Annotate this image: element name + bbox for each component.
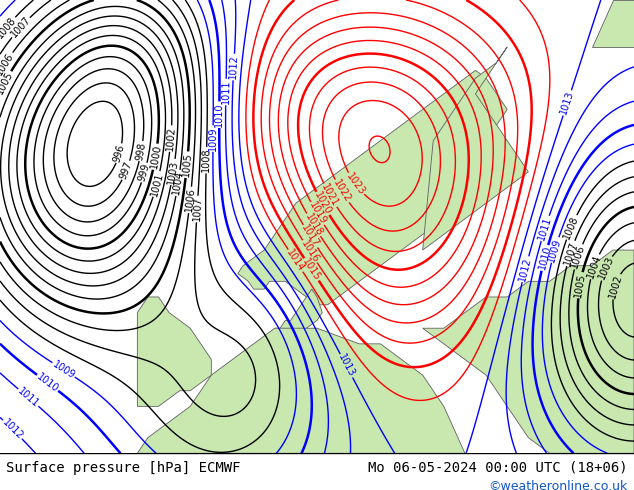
Polygon shape — [275, 289, 322, 336]
Text: 1010: 1010 — [214, 102, 224, 127]
Text: 1005: 1005 — [181, 152, 193, 177]
Text: 998: 998 — [135, 141, 148, 161]
Text: 1003: 1003 — [597, 255, 616, 281]
Polygon shape — [423, 250, 634, 453]
Text: 1022: 1022 — [331, 178, 353, 204]
Text: 997: 997 — [119, 160, 134, 181]
Text: 1017: 1017 — [299, 223, 321, 249]
Text: Surface pressure [hPa] ECMWF: Surface pressure [hPa] ECMWF — [6, 461, 241, 475]
Polygon shape — [592, 0, 634, 47]
Text: 1011: 1011 — [221, 80, 231, 104]
Text: 1006: 1006 — [184, 187, 197, 213]
Text: 1003: 1003 — [166, 159, 180, 185]
Text: 1006: 1006 — [0, 50, 16, 76]
Text: ©weatheronline.co.uk: ©weatheronline.co.uk — [488, 480, 628, 490]
Polygon shape — [138, 297, 211, 406]
Text: 1001: 1001 — [149, 171, 165, 197]
Text: 1010: 1010 — [35, 371, 60, 394]
Text: 1020: 1020 — [312, 191, 333, 217]
Text: 1013: 1013 — [559, 90, 576, 116]
Text: 1015: 1015 — [301, 256, 322, 282]
Text: 1007: 1007 — [562, 240, 579, 267]
Text: 1021: 1021 — [320, 182, 340, 209]
Text: 999: 999 — [137, 163, 152, 183]
Text: 1013: 1013 — [336, 353, 356, 379]
Text: 1011: 1011 — [16, 386, 41, 409]
Text: 1023: 1023 — [344, 171, 367, 197]
Text: 1005: 1005 — [573, 272, 587, 298]
Text: 1018: 1018 — [303, 212, 324, 238]
Text: 1016: 1016 — [299, 239, 321, 265]
Text: 1010: 1010 — [537, 245, 553, 271]
Polygon shape — [138, 328, 465, 453]
Text: 1004: 1004 — [171, 170, 185, 196]
Text: 1009: 1009 — [51, 359, 77, 381]
Text: 1007: 1007 — [9, 15, 32, 40]
Text: 1019: 1019 — [307, 200, 328, 227]
Text: 1008: 1008 — [0, 15, 18, 40]
Text: Mo 06-05-2024 00:00 UTC (18+06): Mo 06-05-2024 00:00 UTC (18+06) — [368, 461, 628, 475]
Text: 1014: 1014 — [285, 247, 306, 273]
Text: 1002: 1002 — [607, 273, 624, 299]
Text: 1000: 1000 — [148, 144, 162, 170]
Text: 1009: 1009 — [547, 237, 563, 263]
Text: 1012: 1012 — [0, 417, 25, 441]
Text: 1009: 1009 — [208, 126, 218, 151]
Text: 1002: 1002 — [165, 126, 177, 151]
Text: 996: 996 — [112, 143, 127, 164]
Polygon shape — [238, 71, 507, 305]
Text: 1011: 1011 — [536, 215, 553, 242]
Text: 1012: 1012 — [228, 54, 240, 79]
Text: 1007: 1007 — [191, 196, 203, 221]
Polygon shape — [423, 47, 528, 250]
Text: 1012: 1012 — [517, 256, 533, 282]
Text: 1005: 1005 — [0, 70, 15, 96]
Text: 1008: 1008 — [562, 214, 581, 241]
Text: 1006: 1006 — [569, 244, 586, 270]
Text: 1004: 1004 — [585, 253, 603, 280]
Text: 1008: 1008 — [201, 148, 212, 172]
